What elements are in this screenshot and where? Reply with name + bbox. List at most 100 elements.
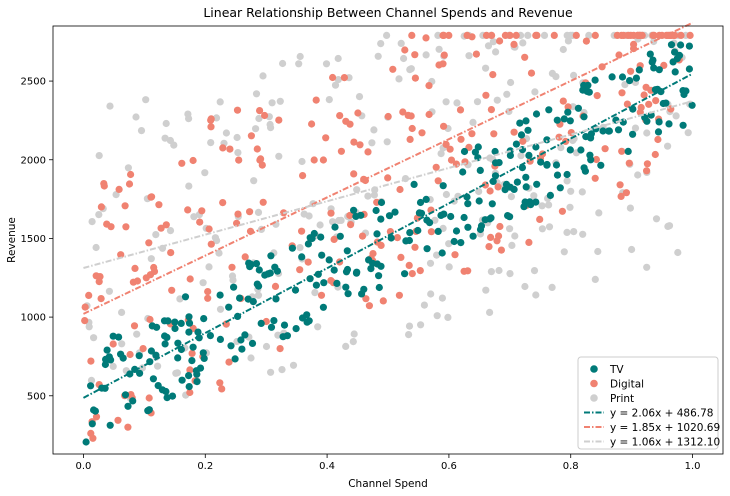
- data-point: [517, 152, 525, 160]
- data-point: [395, 291, 403, 299]
- data-point: [674, 248, 682, 257]
- data-point: [652, 97, 660, 105]
- data-point: [512, 140, 521, 148]
- data-point: [599, 127, 607, 135]
- data-point: [507, 193, 515, 201]
- data-point: [543, 136, 551, 144]
- data-point: [204, 288, 212, 296]
- data-point: [503, 90, 511, 98]
- data-point: [218, 385, 226, 393]
- data-point: [254, 291, 263, 299]
- data-point: [343, 247, 351, 255]
- data-point: [655, 118, 663, 126]
- data-point: [129, 278, 137, 286]
- data-point: [473, 98, 482, 106]
- data-point: [118, 340, 126, 348]
- fit-line-digital: [83, 21, 693, 315]
- data-point: [352, 212, 360, 220]
- data-point: [416, 198, 425, 207]
- data-point: [200, 354, 208, 362]
- data-point: [129, 397, 137, 405]
- data-point: [279, 59, 287, 68]
- data-point: [540, 31, 549, 39]
- data-point: [138, 364, 146, 372]
- data-point: [452, 227, 461, 235]
- data-point: [126, 350, 134, 359]
- data-point: [303, 318, 311, 326]
- data-point: [401, 46, 409, 54]
- data-point: [181, 293, 190, 301]
- data-point: [521, 53, 529, 61]
- data-point: [82, 438, 90, 446]
- data-point: [329, 218, 337, 226]
- data-point: [311, 289, 319, 297]
- data-point: [482, 64, 490, 72]
- data-point: [502, 180, 511, 188]
- data-point: [109, 340, 117, 348]
- data-point: [519, 137, 527, 145]
- data-point: [178, 376, 186, 384]
- data-point: [613, 31, 621, 39]
- data-point: [457, 135, 465, 143]
- y-tick-label: 1000: [21, 313, 46, 324]
- data-point: [384, 112, 392, 121]
- data-point: [624, 31, 632, 39]
- data-point: [95, 211, 103, 219]
- data-point: [147, 193, 155, 201]
- data-point: [465, 52, 473, 60]
- data-point: [317, 291, 326, 299]
- data-point: [484, 42, 493, 50]
- data-point: [422, 195, 430, 203]
- data-point: [507, 78, 515, 87]
- y-tick-label: 2500: [21, 77, 46, 88]
- data-point: [216, 98, 224, 106]
- data-point: [184, 206, 192, 214]
- data-point: [631, 124, 640, 132]
- y-tick-label: 2000: [21, 155, 46, 166]
- data-point: [336, 232, 344, 240]
- data-point: [493, 96, 501, 104]
- data-point: [580, 113, 588, 121]
- data-point: [146, 315, 154, 324]
- data-point: [142, 96, 150, 104]
- data-point: [136, 369, 144, 377]
- data-point: [124, 164, 132, 172]
- data-point: [368, 139, 376, 147]
- data-point: [350, 170, 358, 178]
- data-point: [152, 351, 160, 359]
- data-point: [440, 51, 448, 59]
- data-point: [482, 31, 491, 39]
- data-point: [317, 233, 325, 241]
- data-point: [89, 434, 97, 442]
- data-point: [472, 50, 480, 58]
- data-point: [337, 216, 345, 224]
- data-point: [545, 223, 554, 231]
- data-point: [193, 370, 201, 378]
- data-point: [643, 129, 651, 137]
- data-point: [190, 213, 198, 221]
- data-point: [355, 93, 364, 101]
- legend-label-tv: TV: [609, 364, 624, 376]
- data-point: [312, 96, 320, 104]
- data-point: [626, 77, 634, 85]
- data-point: [375, 272, 383, 280]
- data-point: [622, 189, 631, 197]
- data-point: [254, 208, 263, 216]
- data-point: [476, 166, 484, 174]
- data-point: [370, 191, 378, 199]
- data-point: [188, 357, 196, 365]
- data-point: [649, 31, 657, 39]
- data-point: [632, 74, 641, 82]
- data-point: [155, 201, 163, 209]
- data-point: [580, 164, 588, 172]
- data-point: [354, 109, 362, 117]
- data-point: [88, 420, 96, 428]
- data-point: [567, 187, 575, 195]
- data-point: [207, 123, 215, 131]
- data-point: [130, 322, 139, 330]
- data-point: [204, 294, 212, 302]
- data-point: [115, 333, 123, 341]
- data-point: [131, 264, 139, 272]
- data-point: [564, 37, 573, 45]
- data-point: [375, 283, 383, 292]
